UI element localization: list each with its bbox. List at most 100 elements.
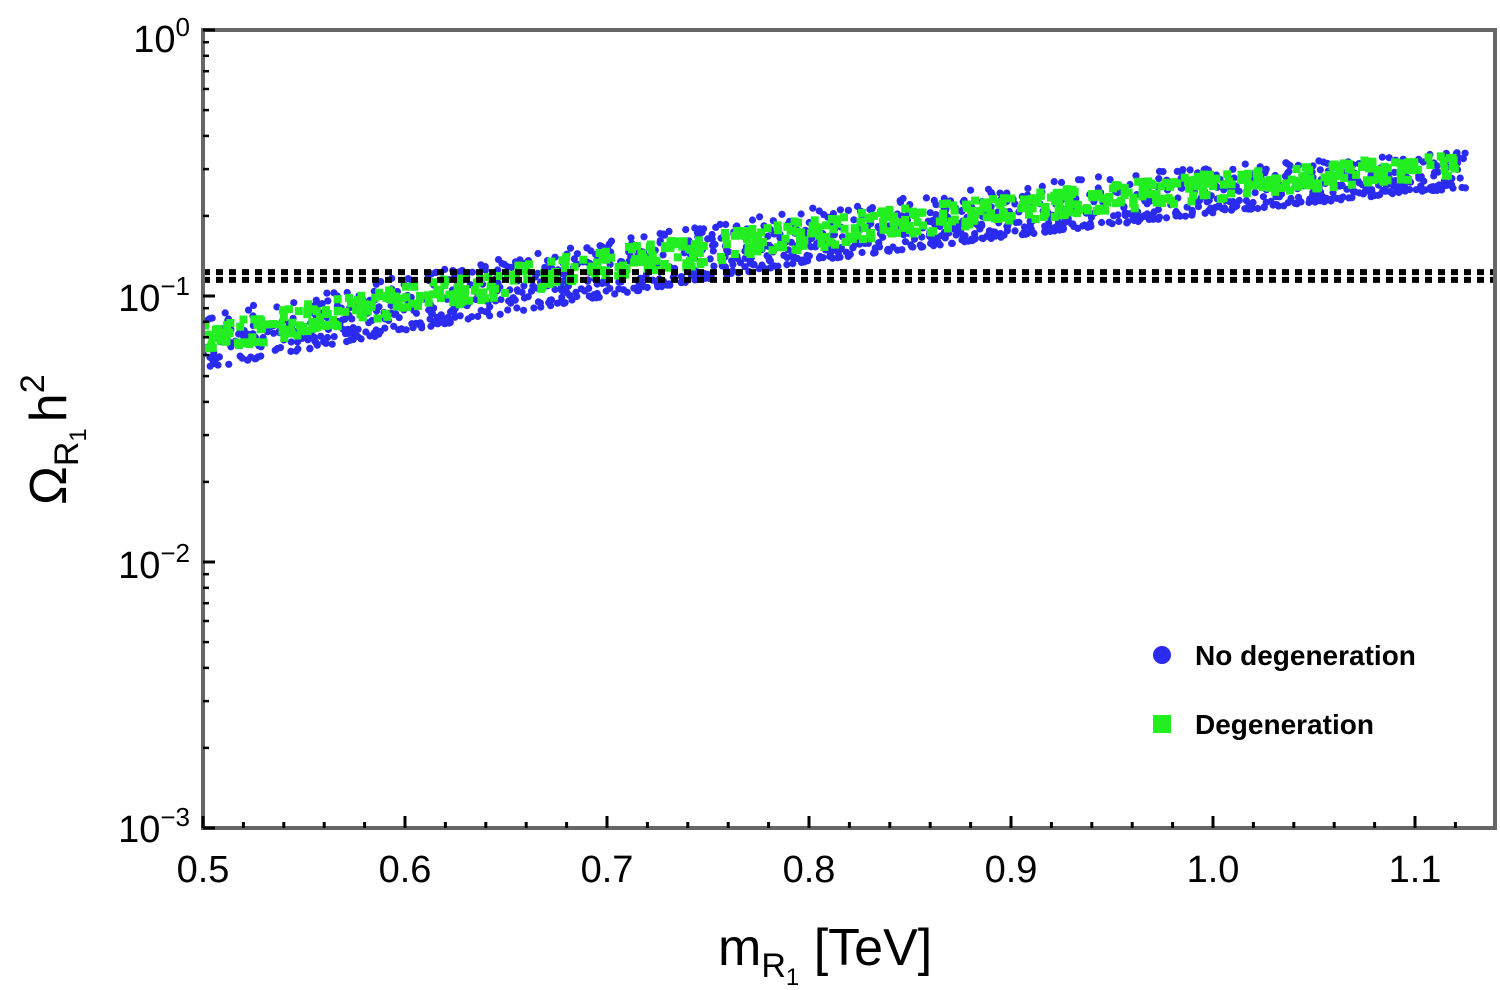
point-no-degeneration	[853, 202, 862, 210]
point-degeneration	[491, 284, 499, 293]
point-no-degeneration	[941, 234, 949, 242]
point-degeneration	[1252, 169, 1261, 178]
point-degeneration	[1237, 170, 1246, 179]
point-degeneration	[1064, 200, 1073, 209]
point-no-degeneration	[547, 296, 556, 304]
point-degeneration	[758, 238, 767, 246]
point-no-degeneration	[437, 311, 445, 319]
point-degeneration	[929, 227, 938, 236]
point-degeneration	[1285, 186, 1294, 195]
point-no-degeneration	[276, 344, 285, 352]
point-degeneration	[1000, 194, 1008, 203]
point-degeneration	[614, 271, 623, 280]
point-no-degeneration	[780, 251, 788, 259]
point-degeneration	[547, 257, 556, 266]
point-no-degeneration	[1059, 224, 1068, 233]
point-degeneration	[971, 209, 980, 218]
point-no-degeneration	[500, 260, 508, 268]
point-degeneration	[660, 260, 669, 268]
point-degeneration	[500, 289, 509, 297]
point-no-degeneration	[870, 249, 878, 257]
legend-marker-circle	[1153, 646, 1171, 664]
point-degeneration	[901, 215, 910, 224]
point-degeneration	[397, 294, 406, 303]
point-no-degeneration	[208, 314, 216, 322]
point-degeneration	[879, 225, 888, 234]
point-degeneration	[280, 333, 289, 342]
point-no-degeneration	[846, 250, 854, 258]
point-degeneration	[1020, 195, 1028, 204]
point-no-degeneration	[858, 248, 866, 257]
point-degeneration	[1212, 174, 1221, 183]
point-no-degeneration	[211, 360, 219, 368]
point-degeneration	[1051, 197, 1060, 206]
point-degeneration	[562, 252, 571, 261]
point-degeneration	[367, 302, 376, 311]
point-degeneration	[316, 313, 325, 322]
point-degeneration	[687, 262, 696, 271]
point-degeneration	[639, 253, 648, 262]
point-degeneration	[967, 211, 976, 220]
point-degeneration	[1396, 168, 1405, 177]
point-degeneration	[774, 226, 783, 235]
point-degeneration	[1060, 192, 1069, 201]
point-no-degeneration	[1110, 212, 1118, 220]
point-degeneration	[796, 233, 805, 242]
point-degeneration	[918, 208, 927, 217]
point-no-degeneration	[541, 263, 549, 271]
point-degeneration	[315, 319, 324, 328]
point-degeneration	[1340, 174, 1349, 182]
point-degeneration	[285, 305, 293, 314]
point-no-degeneration	[225, 360, 233, 368]
point-degeneration	[345, 293, 353, 302]
point-no-degeneration	[836, 206, 845, 214]
point-degeneration	[1334, 161, 1343, 170]
point-degeneration	[360, 300, 369, 309]
point-degeneration	[375, 288, 384, 297]
point-degeneration	[1330, 160, 1339, 169]
point-no-degeneration	[659, 251, 667, 259]
point-degeneration	[453, 284, 462, 293]
point-degeneration	[294, 307, 303, 316]
point-degeneration	[950, 215, 959, 224]
point-degeneration	[1273, 174, 1282, 183]
point-degeneration	[470, 285, 479, 294]
point-degeneration	[334, 306, 343, 315]
point-degeneration	[1293, 179, 1302, 188]
point-degeneration	[908, 229, 917, 238]
point-no-degeneration	[318, 300, 326, 308]
point-degeneration	[259, 338, 268, 347]
point-no-degeneration	[483, 308, 492, 316]
point-no-degeneration	[1138, 213, 1146, 221]
point-no-degeneration	[583, 244, 591, 252]
point-degeneration	[1167, 180, 1175, 189]
point-no-degeneration	[936, 241, 944, 249]
point-degeneration	[829, 225, 838, 234]
point-degeneration	[1189, 191, 1198, 200]
point-no-degeneration	[1259, 193, 1267, 201]
point-no-degeneration	[948, 239, 956, 247]
point-no-degeneration	[577, 285, 585, 293]
point-no-degeneration	[524, 293, 532, 301]
point-no-degeneration	[530, 304, 538, 312]
point-degeneration	[717, 252, 725, 261]
point-degeneration	[1199, 170, 1208, 179]
point-degeneration	[356, 310, 365, 319]
point-degeneration	[304, 300, 313, 309]
point-no-degeneration	[691, 224, 699, 232]
point-no-degeneration	[815, 207, 823, 215]
point-no-degeneration	[1015, 218, 1023, 226]
point-no-degeneration	[746, 259, 754, 267]
point-degeneration	[646, 240, 655, 249]
x-tick-label: 0.7	[581, 849, 634, 891]
point-no-degeneration	[474, 312, 482, 320]
point-degeneration	[1152, 190, 1161, 199]
point-no-degeneration	[1235, 187, 1243, 195]
x-axis-title: mR1 [TeV]	[718, 919, 932, 990]
point-no-degeneration	[997, 233, 1005, 241]
point-degeneration	[630, 258, 638, 267]
point-no-degeneration	[496, 310, 504, 318]
point-no-degeneration	[907, 241, 915, 249]
point-degeneration	[1366, 164, 1375, 173]
point-degeneration	[777, 241, 786, 250]
